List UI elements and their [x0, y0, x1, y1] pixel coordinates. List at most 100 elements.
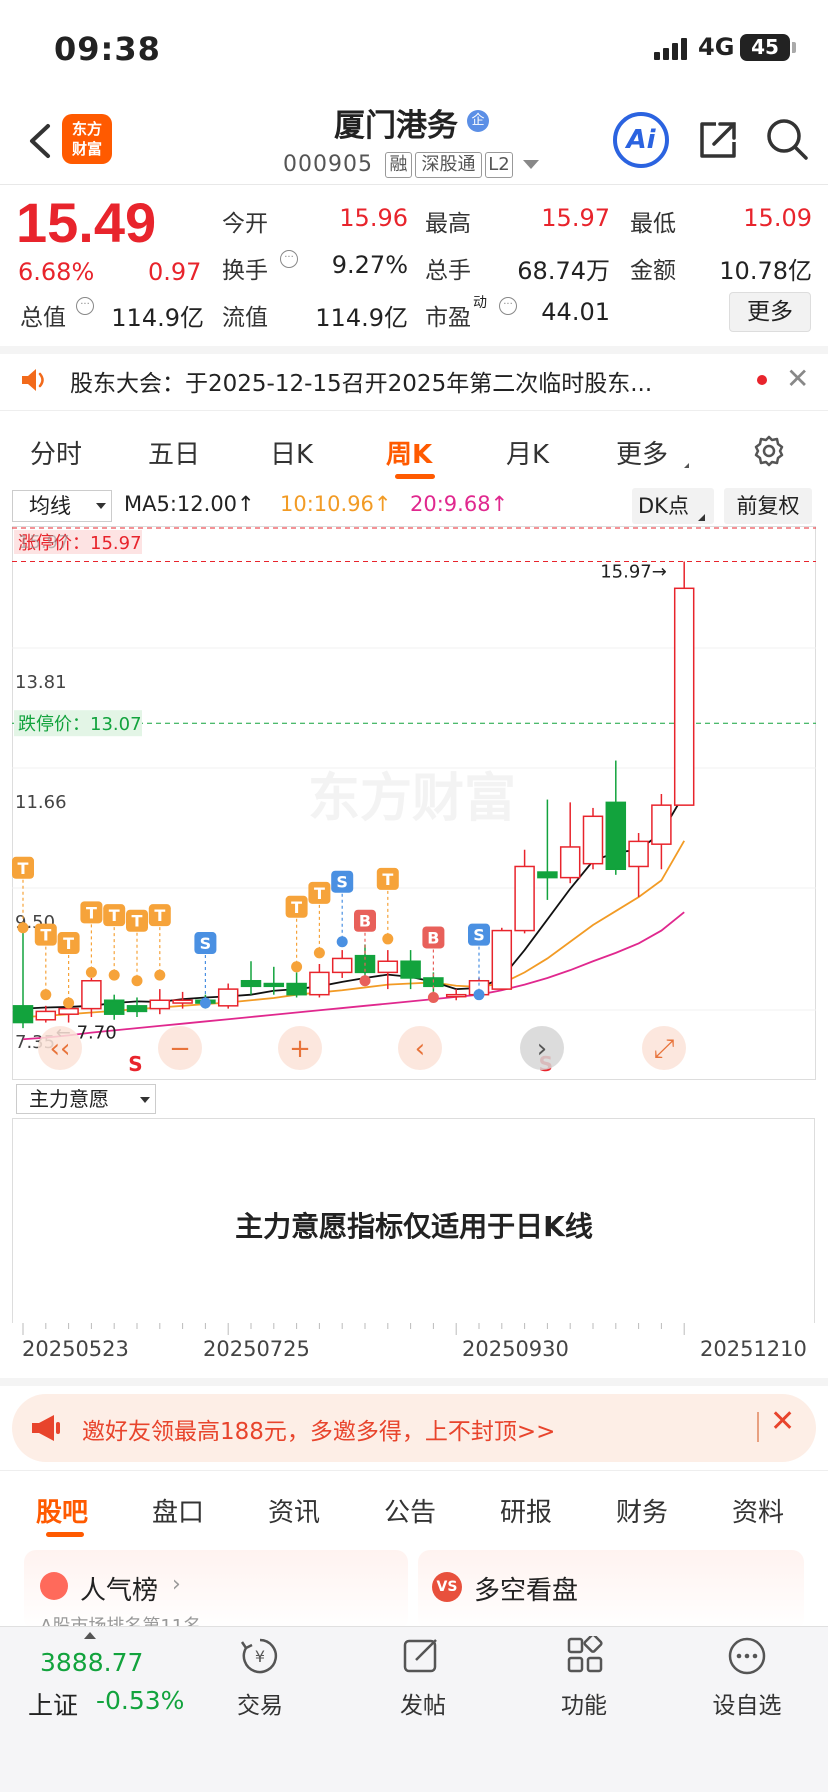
info-icon[interactable]: ··· [76, 297, 94, 315]
marker-dot [199, 997, 211, 1009]
ma-select[interactable]: 均线 [12, 490, 112, 522]
chevron-left-icon-bg [398, 1026, 442, 1070]
chart-bar-icon [40, 1572, 68, 1600]
marker-dot [336, 936, 348, 948]
quote-label-open: 今开 [222, 211, 268, 237]
tags-dropdown-icon[interactable] [523, 160, 539, 169]
marker-label: T [154, 906, 165, 925]
svg-text:¥: ¥ [255, 1647, 265, 1666]
popularity-title[interactable]: 人气榜 [80, 1576, 159, 1606]
marker-label: T [132, 912, 143, 931]
ma5-line [22, 793, 685, 1010]
chevron-left-icon[interactable]: ‹ [398, 1026, 442, 1070]
marker-badge [126, 909, 148, 932]
status-time: 09:38 [54, 30, 161, 68]
index-name[interactable]: 上证 [28, 1691, 79, 1720]
tab-profile[interactable]: 资料 [732, 1498, 785, 1528]
marker-badge [331, 870, 354, 893]
status-bar: 09:38 4G 45 [0, 0, 828, 96]
candle-body [286, 982, 307, 996]
rewind-icon[interactable]: ‹‹ [38, 1026, 82, 1070]
active-tab-indicator [395, 474, 435, 479]
quote-label-mktcap: 总值 [20, 305, 66, 331]
zoom-in-icon[interactable]: + [278, 1026, 322, 1070]
search-icon[interactable] [764, 116, 810, 162]
lower-limit-label: 跌停价：13.07 [18, 714, 142, 735]
ma5-legend: MA5:12.00↑ [124, 492, 255, 516]
tab-guba[interactable]: 股吧 [36, 1498, 89, 1528]
limit-lines: 涨停价：15.97 跌停价：13.07 15.97 [12, 527, 816, 737]
tab-monthly-k[interactable]: 月K [506, 440, 550, 470]
more-quote-button[interactable]: 更多 [729, 292, 811, 332]
candle-body [12, 1005, 34, 1024]
chevron-right-icon[interactable]: › [520, 1026, 564, 1070]
popularity-card[interactable] [24, 1550, 408, 1630]
grid-icon[interactable] [566, 1636, 606, 1676]
candle-body [400, 960, 421, 979]
ai-button[interactable]: Ai [613, 112, 669, 168]
battery-tip [792, 42, 796, 53]
marker-dot [154, 969, 166, 981]
marker-dot [108, 969, 120, 981]
tab-more[interactable]: 更多 [616, 440, 669, 470]
nav-functions[interactable]: 功能 [561, 1693, 607, 1719]
divider [0, 1470, 828, 1471]
marker-label: S [473, 926, 485, 945]
indicator-select[interactable]: 主力意愿 [16, 1084, 156, 1114]
tab-daily-k[interactable]: 日K [270, 440, 314, 470]
close-icon[interactable]: ✕ [770, 1404, 796, 1439]
more-icon[interactable] [727, 1636, 767, 1676]
zoom-out-icon[interactable]: − [158, 1026, 202, 1070]
bull-bear-card[interactable] [418, 1550, 804, 1630]
enterprise-badge: 企 [467, 110, 489, 132]
announcement-text[interactable]: 股东大会：于2025-12-15召开2025年第二次临时股东... [70, 371, 653, 397]
nav-watchlist[interactable]: 设自选 [712, 1693, 782, 1719]
info-icon[interactable]: ··· [280, 250, 298, 268]
invite-banner[interactable] [12, 1394, 816, 1462]
share-icon[interactable] [696, 118, 740, 162]
cellular-signal-icon [654, 38, 687, 60]
close-icon[interactable]: ✕ [786, 362, 810, 395]
trade-icon[interactable]: ¥ [238, 1636, 282, 1676]
tab-five-day[interactable]: 五日 [148, 440, 201, 470]
change-amount: 0.97 [148, 258, 202, 286]
candle-body [240, 979, 262, 988]
index-value[interactable]: 3888.77 [40, 1648, 144, 1677]
tab-finance[interactable]: 财务 [616, 1498, 669, 1528]
y-axis-label: 13.81 [15, 672, 67, 693]
invite-text[interactable]: 邀好友领最高188元，多邀多得，上不封顶>> [82, 1419, 556, 1445]
marker-label: T [86, 903, 97, 922]
candle-body [514, 865, 535, 932]
candle-body [537, 871, 558, 879]
price-adjust-button[interactable]: 前复权 [724, 488, 812, 524]
tab-research[interactable]: 研报 [500, 1498, 553, 1528]
marker-badge [376, 867, 399, 890]
candle-body [58, 1007, 79, 1015]
tab-orderbook[interactable]: 盘口 [152, 1498, 205, 1528]
index-change[interactable]: -0.53% [96, 1686, 185, 1715]
tab-news[interactable]: 资讯 [268, 1498, 321, 1528]
bull-bear-title[interactable]: 多空看盘 [474, 1576, 579, 1606]
info-icon[interactable]: ··· [499, 297, 517, 315]
compose-icon[interactable] [402, 1636, 442, 1676]
candle-body [331, 957, 353, 974]
candle-body [309, 971, 330, 996]
tab-weekly-k[interactable]: 周K [386, 440, 433, 470]
chevron-right-icon-glyph: › [537, 1034, 547, 1064]
gear-icon[interactable] [752, 434, 786, 468]
upper-limit-label: 涨停价：15.97 [18, 533, 142, 554]
fullscreen-icon[interactable]: ⤢ [642, 1026, 686, 1070]
indicator-message: 主力意愿指标仅适用于日K线 [235, 1210, 593, 1243]
back-arrow-icon[interactable] [22, 118, 62, 164]
candle-body [605, 801, 627, 871]
battery-icon: 45 [740, 34, 790, 61]
candle-body [673, 587, 695, 806]
nav-trade[interactable]: 交易 [237, 1693, 283, 1719]
chevron-left-icon-glyph: ‹ [415, 1034, 425, 1064]
nav-post[interactable]: 发帖 [400, 1693, 446, 1719]
tab-intraday[interactable]: 分时 [30, 440, 83, 470]
marker-badge [80, 901, 103, 924]
more-tab-caret-icon [684, 458, 689, 468]
tab-announcements[interactable]: 公告 [384, 1498, 437, 1528]
